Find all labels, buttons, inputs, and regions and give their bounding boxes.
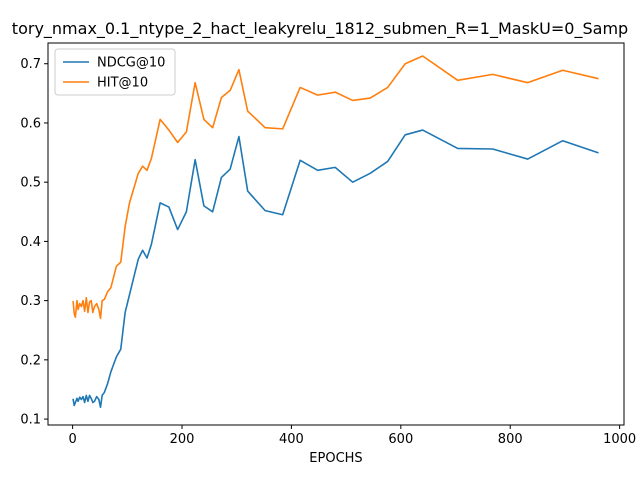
series-line-hit-10 [72, 55, 599, 320]
x-tick-label: 200 [170, 432, 195, 447]
y-axis: 0.1 0.2 0.3 0.4 0.5 0.6 0.7 [20, 57, 48, 428]
x-tick-label: 0 [68, 432, 76, 447]
chart-title: tory_nmax_0.1_ntype_2_hact_leakyrelu_181… [12, 19, 628, 39]
y-tick-label: 0.2 [20, 353, 41, 368]
plot-area [47, 42, 625, 426]
series-line-ndcg-10 [72, 129, 599, 409]
x-tick-label: 600 [388, 432, 413, 447]
legend-label: NDCG@10 [97, 56, 165, 71]
y-tick-label: 0.6 [20, 116, 41, 131]
series-layer [72, 55, 599, 409]
y-tick-label: 0.4 [20, 235, 41, 250]
x-tick-label: 400 [279, 432, 304, 447]
y-tick-label: 0.5 [20, 176, 41, 191]
x-tick-label: 1000 [603, 432, 636, 447]
y-tick-label: 0.7 [20, 57, 41, 72]
legend-box [54, 48, 176, 96]
x-axis-title: EPOCHS [309, 451, 362, 466]
y-tick-label: 0.3 [20, 294, 41, 309]
legend-label: HIT@10 [97, 76, 148, 91]
x-axis: 0 200 400 600 800 1000 [68, 425, 636, 447]
legend: NDCG@10 HIT@10 [54, 48, 176, 96]
x-tick-label: 800 [498, 432, 523, 447]
y-tick-label: 0.1 [20, 413, 41, 428]
